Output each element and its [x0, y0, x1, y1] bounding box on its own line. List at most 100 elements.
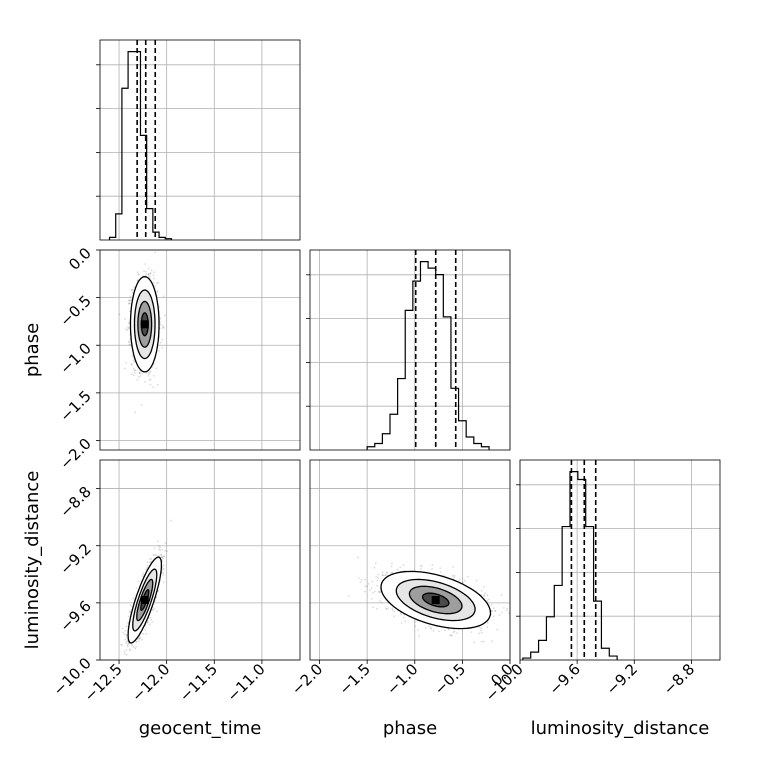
- scatter-point: [158, 350, 161, 352]
- scatter-point: [162, 574, 165, 576]
- scatter-point: [450, 634, 453, 636]
- scatter-point: [138, 273, 140, 276]
- scatter-point: [125, 362, 128, 364]
- scatter-point: [396, 568, 399, 571]
- scatter-point: [131, 644, 134, 647]
- scatter-point: [147, 273, 150, 276]
- scatter-point: [378, 600, 381, 602]
- scatter-point: [430, 627, 432, 630]
- scatter-point: [161, 556, 164, 559]
- scatter-point: [131, 354, 134, 356]
- scatter-point: [452, 631, 455, 633]
- scatter-point: [133, 369, 136, 372]
- scatter-point: [453, 576, 455, 578]
- scatter-point: [370, 587, 373, 590]
- scatter-point: [161, 338, 164, 341]
- scatter-point: [453, 630, 456, 633]
- scatter-point: [153, 554, 156, 557]
- scatter-point: [442, 574, 445, 577]
- scatter-point: [147, 273, 150, 275]
- scatter-point: [123, 650, 126, 653]
- scatter-point: [373, 566, 376, 569]
- scatter-point: [149, 617, 152, 619]
- scatter-point: [127, 326, 129, 328]
- scatter-point: [152, 386, 155, 389]
- scatter-point: [419, 564, 422, 567]
- scatter-point: [138, 372, 141, 374]
- scatter-point: [156, 282, 158, 285]
- scatter-point: [151, 365, 154, 368]
- scatter-point: [118, 313, 121, 316]
- scatter-point: [145, 273, 148, 275]
- scatter-point: [491, 640, 493, 643]
- scatter-point: [132, 646, 135, 649]
- scatter-point: [164, 314, 166, 317]
- scatter-point: [480, 629, 482, 632]
- scatter-point: [156, 290, 159, 293]
- density-peak: [140, 596, 149, 604]
- scatter-point: [381, 574, 384, 577]
- scatter-point: [122, 631, 124, 634]
- scatter-point: [128, 648, 131, 651]
- scatter-point: [129, 611, 131, 614]
- scatter-point: [385, 571, 388, 574]
- scatter-point: [154, 285, 157, 288]
- scatter-point: [129, 302, 132, 305]
- scatter-point: [494, 610, 496, 613]
- scatter-point: [496, 628, 499, 631]
- scatter-point: [480, 589, 483, 592]
- scatter-point: [127, 615, 130, 618]
- data-layer: [108, 40, 618, 666]
- scatter-point: [148, 623, 151, 626]
- scatter-point: [492, 607, 495, 610]
- scatter-point: [166, 550, 168, 553]
- scatter-point: [160, 554, 163, 557]
- scatter-point: [141, 372, 143, 375]
- scatter-point: [130, 288, 133, 291]
- scatter-point: [127, 327, 130, 330]
- scatter-point: [161, 569, 164, 571]
- scatter-point: [376, 607, 378, 610]
- scatter-point: [122, 664, 124, 666]
- scatter-point: [126, 645, 129, 648]
- scatter-point: [414, 621, 417, 623]
- scatter-point: [151, 621, 154, 623]
- scatter-point: [151, 608, 154, 611]
- scatter-point: [379, 591, 381, 594]
- scatter-point: [432, 629, 435, 632]
- scatter-point: [159, 341, 162, 344]
- scatter-point: [369, 589, 371, 592]
- scatter-point: [372, 592, 374, 594]
- scatter-point: [444, 629, 446, 632]
- scatter-point: [150, 557, 153, 560]
- scatter-point: [364, 578, 366, 581]
- scatter-point: [403, 616, 405, 619]
- scatter-point: [128, 341, 130, 344]
- scatter-point: [141, 638, 144, 641]
- scatter-point: [484, 592, 486, 595]
- scatter-point: [124, 652, 126, 655]
- scatter-point: [136, 271, 139, 274]
- scatter-point: [136, 280, 139, 282]
- scatter-point: [160, 323, 162, 326]
- scatter-point: [380, 601, 383, 604]
- scatter-point: [135, 587, 138, 589]
- scatter-point: [153, 607, 156, 610]
- scatter-point: [162, 295, 165, 298]
- scatter-point: [162, 572, 165, 574]
- scatter-point: [156, 610, 158, 613]
- scatter-point: [137, 580, 140, 583]
- scatter-point: [160, 553, 162, 556]
- scatter-point: [153, 375, 155, 377]
- scatter-point: [364, 585, 367, 587]
- scatter-point: [133, 360, 136, 363]
- scatter-point: [147, 267, 150, 270]
- scatter-point: [139, 637, 141, 640]
- scatter-point: [159, 321, 162, 324]
- scatter-point: [130, 298, 133, 301]
- histogram-geocent_time: [108, 51, 173, 240]
- scatter-point: [139, 371, 141, 374]
- scatter-point: [152, 609, 155, 612]
- scatter-point: [385, 607, 387, 610]
- scatter-point: [158, 548, 161, 551]
